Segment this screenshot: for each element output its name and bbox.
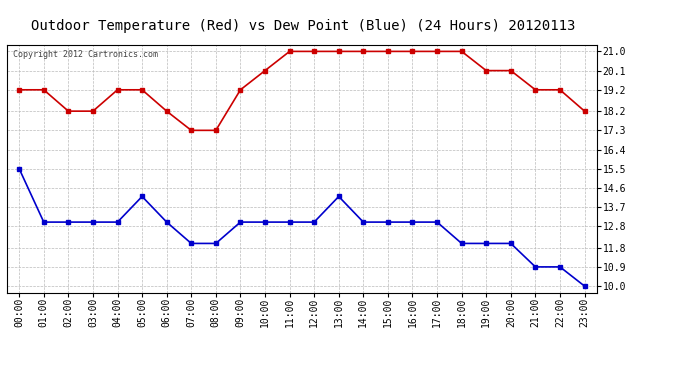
Text: Copyright 2012 Cartronics.com: Copyright 2012 Cartronics.com xyxy=(13,50,158,59)
Text: Outdoor Temperature (Red) vs Dew Point (Blue) (24 Hours) 20120113: Outdoor Temperature (Red) vs Dew Point (… xyxy=(32,19,575,33)
